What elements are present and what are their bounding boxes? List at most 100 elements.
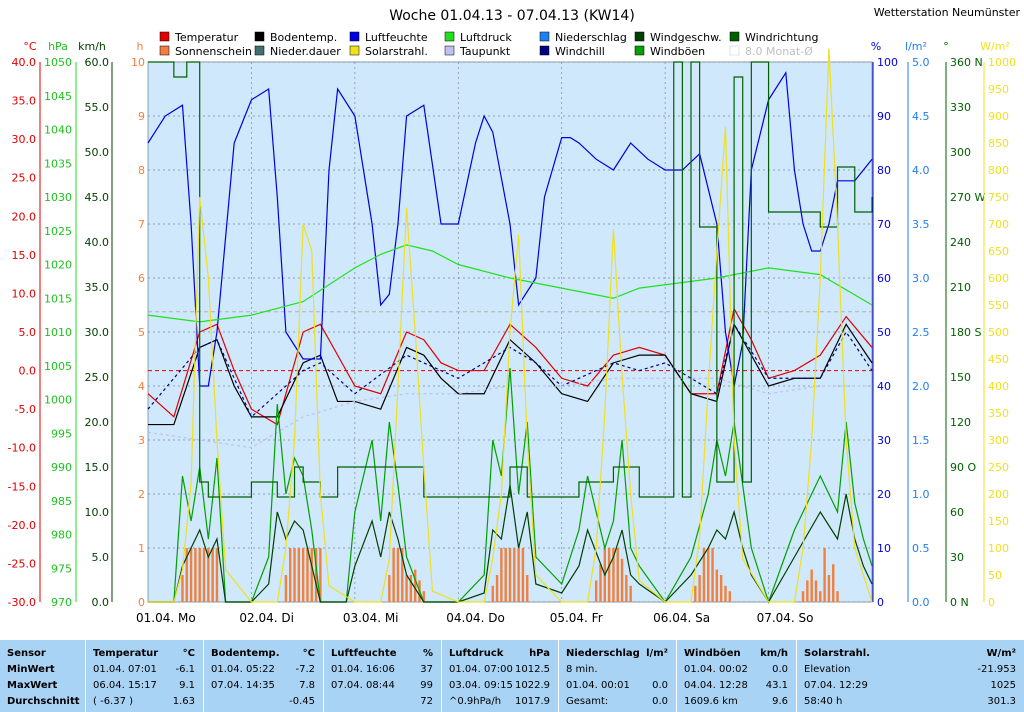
wind-direction-tick-label: 150 <box>950 371 971 384</box>
chart-title: Woche 01.04.13 - 07.04.13 (KW14) <box>389 8 635 24</box>
sunshine-bar <box>289 548 292 602</box>
stats-cell-value: -21.953 <box>977 664 1016 675</box>
humidity-tick-label: 100 <box>877 56 898 69</box>
legend-swatch <box>159 31 170 42</box>
stats-cell-label: 03.04. 09:15 <box>449 680 513 691</box>
solar-tick-label: 800 <box>988 164 1009 177</box>
pressure-tick-label: 980 <box>51 529 72 542</box>
pressure-tick-label: 1005 <box>44 360 72 373</box>
temperature-tick-label: 20.0 <box>12 210 37 223</box>
temperature-tick-label: -25.0 <box>8 557 36 570</box>
precipitation-tick-label: 3.0 <box>912 272 930 285</box>
sunshine-bar <box>396 548 400 602</box>
stats-cell-value: 1.63 <box>172 696 195 707</box>
wind-direction-tick-label: 90 O <box>950 461 976 474</box>
humidity-tick-label: 10 <box>877 542 891 555</box>
sunshine-bar <box>310 548 313 602</box>
legend-swatch <box>634 31 645 42</box>
humidity-tick-label: 90 <box>877 110 891 123</box>
stats-column-unit: hPa <box>529 648 550 659</box>
legend-label: Luftdruck <box>460 31 512 44</box>
wind-speed-tick-label: 55.0 <box>85 101 110 114</box>
wind-direction-tick-label: 0 N <box>950 596 969 609</box>
temperature-tick-label: -5.0 <box>15 403 36 416</box>
solar-tick-label: 300 <box>988 434 1009 447</box>
stats-cell-value: 7.8 <box>299 680 315 691</box>
sunshine-bar <box>413 569 417 602</box>
day-label: 05.04. Fr <box>550 611 603 625</box>
solar-tick-label: 700 <box>988 218 1009 231</box>
wind-speed-tick-label: 15.0 <box>85 461 110 474</box>
stats-cell-value: -7.2 <box>295 664 315 675</box>
series-line-temperatur <box>147 307 873 426</box>
axis-unit-label: l/m² <box>905 40 927 53</box>
sunshine-bar <box>629 585 632 602</box>
pressure-tick-label: 1020 <box>44 259 72 272</box>
temperature-tick-label: 40.0 <box>12 56 37 69</box>
legend-swatch <box>254 45 265 56</box>
series-line-bodentemp- <box>148 322 873 426</box>
pressure-tick-label: 1025 <box>44 225 72 238</box>
sunshine-bar <box>594 580 598 602</box>
solar-tick-label: 350 <box>988 407 1009 420</box>
sunshine-hours-tick-label: 7 <box>138 218 145 231</box>
axis-unit-label: W/m² <box>980 40 1010 53</box>
legend-label: Luftfeuchte <box>365 31 428 44</box>
precipitation-tick-label: 1.0 <box>912 488 930 501</box>
series-line-windgeschw- <box>148 484 873 604</box>
stats-column-unit: l/m² <box>646 648 668 659</box>
wind-direction-tick-label: 30 <box>950 551 964 564</box>
stats-cell-label: 06.04. 15:17 <box>93 680 157 691</box>
axis-unit-label: ° <box>943 40 949 53</box>
pressure-tick-label: 1045 <box>44 90 72 103</box>
weather-chart: 40.035.030.025.020.015.010.05.00.0-5.0-1… <box>7 6 1021 625</box>
pressure-tick-label: 1000 <box>44 394 72 407</box>
day-label: 06.04. Sa <box>653 611 710 625</box>
stats-cell-label: 58:40 h <box>804 696 843 707</box>
stats-row-label: MinWert <box>7 664 55 675</box>
sunshine-bar <box>620 558 624 602</box>
pressure-tick-label: 995 <box>51 427 72 440</box>
sunshine-bar <box>215 548 219 602</box>
sunshine-bar <box>392 548 395 602</box>
stats-column-title: Solarstrahl. <box>804 648 870 659</box>
sunshine-bar <box>422 591 426 602</box>
sunshine-bar <box>836 591 839 602</box>
solar-tick-label: 400 <box>988 380 1009 393</box>
day-label: 04.04. Do <box>446 611 505 625</box>
legend-label: Windrichtung <box>745 31 818 44</box>
stats-cell-label: 07.04. 08:44 <box>331 680 395 691</box>
sunshine-bar <box>827 575 831 602</box>
stats-column-unit: % <box>422 648 433 659</box>
stats-cell-value: -0.45 <box>289 696 315 707</box>
temperature-tick-label: 10.0 <box>12 287 37 300</box>
statistics-panel: Sensor MinWert MaxWert Durchschnitt Temperat… <box>0 640 1024 712</box>
legend-label: Niederschlag <box>555 31 627 44</box>
sunshine-bar <box>810 569 813 602</box>
solar-tick-label: 550 <box>988 299 1009 312</box>
legend-label: Bodentemp. <box>270 31 337 44</box>
wind-speed-tick-label: 50.0 <box>85 146 110 159</box>
sunshine-hours-tick-label: 1 <box>138 542 145 555</box>
stats-cell-value: 72 <box>420 696 433 707</box>
sunshine-bar <box>806 580 809 602</box>
wind-speed-tick-label: 35.0 <box>85 281 110 294</box>
sunshine-bar <box>508 548 512 602</box>
series-line-luftfeuchte <box>147 70 873 387</box>
sunshine-bar <box>814 580 818 602</box>
sunshine-hours-tick-label: 5 <box>138 326 145 339</box>
legend-swatch <box>634 45 645 56</box>
stats-cell-label: 01.04. 05:22 <box>211 664 275 675</box>
series-line-windchill <box>147 322 873 418</box>
solar-tick-label: 200 <box>988 488 1009 501</box>
solar-tick-label: 0 <box>988 596 995 609</box>
axis-unit-label: °C <box>23 40 37 53</box>
legend-label: 8.0 Monat-Ø <box>745 45 813 58</box>
precipitation-tick-label: 2.5 <box>912 326 930 339</box>
axis-unit-label: hPa <box>48 40 68 53</box>
stats-column: Temperatur °C 01.04. 07:01 -6.1 06.04. 15:17… <box>85 640 204 712</box>
sunshine-bar <box>495 575 499 602</box>
sunshine-hours-tick-label: 3 <box>138 434 145 447</box>
stats-column-title: Luftdruck <box>449 648 504 659</box>
humidity-tick-label: 20 <box>877 488 891 501</box>
